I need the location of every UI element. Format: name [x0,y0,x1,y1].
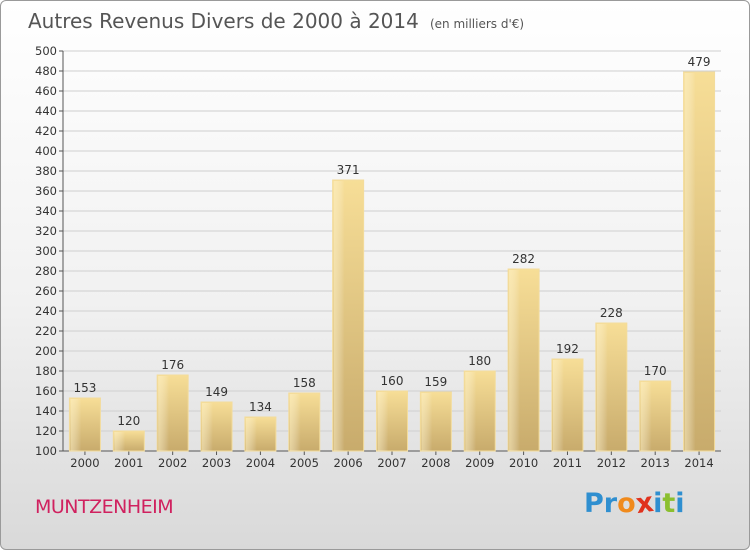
bar-highlight [465,372,477,451]
logo-letter: o [617,488,636,519]
bar-highlight [552,360,564,451]
proxiti-logo[interactable]: Proxiti [584,486,685,521]
bar-value-label: 371 [337,163,360,177]
bar-highlight [289,394,301,451]
y-tick-label: 200 [35,344,57,358]
bar-value-label: 192 [556,342,579,356]
y-tick-label: 500 [35,44,57,58]
y-tick-label: 240 [35,304,57,318]
y-tick-label: 460 [35,84,57,98]
x-tick-label: 2000 [70,456,99,470]
bar-value-label: 170 [644,364,667,378]
bar-value-label: 479 [688,55,711,69]
logo-letter: i [675,488,685,519]
x-tick-label: 2010 [509,456,538,470]
x-tick-label: 2013 [641,456,670,470]
y-tick-label: 380 [35,164,57,178]
logo-letter: i [653,488,663,519]
y-tick-label: 220 [35,324,57,338]
bar-highlight [70,399,82,451]
bar-value-label: 176 [161,358,184,372]
y-tick-label: 160 [35,384,57,398]
bar-value-label: 282 [512,252,535,266]
bar-value-label: 228 [600,306,623,320]
y-tick-label: 280 [35,264,57,278]
bar-value-label: 153 [73,381,96,395]
bar-value-label: 159 [424,375,447,389]
y-tick-label: 140 [35,404,57,418]
logo-letter: P [584,488,604,519]
bar-value-label: 158 [293,376,316,390]
bar-value-label: 134 [249,400,272,414]
chart-title: Autres Revenus Divers de 2000 à 2014 [28,9,419,33]
bar-highlight [333,181,345,451]
bar-value-label: 160 [381,374,404,388]
x-tick-label: 2008 [421,456,450,470]
y-tick-label: 260 [35,284,57,298]
chart-title-block: Autres Revenus Divers de 2000 à 2014 (en… [28,9,524,33]
y-tick-label: 120 [35,424,57,438]
bars [68,71,716,452]
x-tick-label: 2006 [333,456,362,470]
bar-highlight [684,73,696,451]
bar-highlight [245,418,257,451]
y-tick-label: 340 [35,204,57,218]
chart-subtitle: (en milliers d'€) [429,17,525,31]
x-tick-label: 2005 [290,456,319,470]
y-tick-label: 100 [35,444,57,458]
x-tick-label: 2004 [246,456,275,470]
bar-highlight [509,270,520,451]
bar-value-label: 180 [468,354,491,368]
x-tick-label: 2002 [158,456,187,470]
y-tick-label: 300 [35,244,57,258]
bar-highlight [158,376,170,451]
y-tick-label: 420 [35,124,57,138]
logo-letter: r [603,488,618,519]
y-tick-label: 360 [35,184,57,198]
x-tick-label: 2011 [553,456,582,470]
bar-value-label: 120 [117,414,140,428]
x-tick-label: 2007 [377,456,406,470]
bar-highlight [202,403,213,451]
x-tick-label: 2001 [114,456,143,470]
x-tick-label: 2014 [684,456,713,470]
labels: 153 2000 120 2001 176 2002 149 2003 134 2004 158 20… [70,55,713,470]
bar-highlight [421,393,433,451]
bar-highlight [114,432,126,451]
y-tick-label: 480 [35,64,57,78]
x-tick-label: 2009 [465,456,494,470]
y-tick-label: 180 [35,364,57,378]
logo-letter: x [633,486,656,521]
y-tick-label: 320 [35,224,57,238]
bar-value-label: 149 [205,385,228,399]
y-tick-label: 400 [35,144,57,158]
location-name: MUNTZENHEIM [35,496,174,518]
bar-highlight [377,392,389,451]
bar-highlight [640,382,652,451]
y-tick-label: 440 [35,104,57,118]
x-tick-label: 2012 [597,456,626,470]
logo-letter: t [662,488,676,519]
x-tick-label: 2003 [202,456,231,470]
bar-highlight [596,324,608,451]
